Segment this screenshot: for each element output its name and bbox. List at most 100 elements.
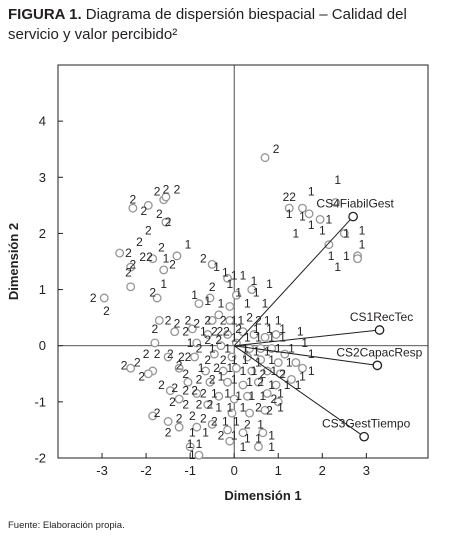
x-tick-label: 3 <box>363 463 370 478</box>
vector-endpoint <box>348 211 358 222</box>
data-point <box>223 377 233 387</box>
point-label: 2 <box>220 353 227 367</box>
point-label: 1 <box>286 356 293 370</box>
vector-endpoint <box>359 431 369 442</box>
y-tick-label: 3 <box>39 170 46 185</box>
point-label: 1 <box>231 313 238 327</box>
point-label: 2 <box>163 183 170 197</box>
data-point <box>203 330 213 339</box>
data-point <box>298 363 307 373</box>
data-point <box>209 349 219 359</box>
point-label: 2 <box>165 313 172 327</box>
point-label: 1 <box>255 431 262 445</box>
data-point <box>260 405 270 415</box>
point-label: 2 <box>196 372 203 386</box>
data-point <box>161 192 171 202</box>
data-point <box>194 299 204 309</box>
point-label: 22 <box>139 250 153 264</box>
point-label: 1 <box>343 249 350 263</box>
point-label: 1 <box>209 342 216 356</box>
point-label: 1 <box>334 173 341 187</box>
x-tick-label: 0 <box>231 463 238 478</box>
data-point <box>192 422 202 432</box>
point-label: 2 <box>259 367 266 381</box>
point-label: 1 <box>268 440 275 454</box>
point-label: 1 <box>235 285 242 299</box>
data-point <box>163 352 173 362</box>
point-label: 1 <box>288 342 295 356</box>
point-label: 1 <box>259 389 266 403</box>
point-label: 2 <box>266 403 273 417</box>
point-label: 2 <box>158 378 165 392</box>
point-label: 1 <box>253 344 260 358</box>
point-label: 2 <box>171 381 178 395</box>
data-point <box>253 377 263 387</box>
plot-frame <box>57 64 429 459</box>
point-label: 2 <box>141 204 148 218</box>
data-point <box>165 386 175 396</box>
point-label: 1 <box>218 297 225 311</box>
data-point <box>324 240 334 250</box>
figure-title: FIGURA 1. Diagrama de dispersión biespac… <box>8 5 456 45</box>
point-label: 22 <box>216 325 230 339</box>
data-point <box>163 417 173 426</box>
point-label: 1 <box>279 330 286 344</box>
data-point <box>260 153 270 163</box>
point-label: 2 <box>174 316 181 330</box>
point-label: 2 <box>182 384 189 398</box>
point-label: 2 <box>156 207 163 221</box>
data-point <box>205 293 215 303</box>
point-label: 2 <box>121 358 128 372</box>
data-point <box>218 366 228 376</box>
point-label: 2 <box>136 235 143 249</box>
point-label: 1 <box>268 353 275 367</box>
vector-label: CS2CapacResp <box>336 345 422 359</box>
data-point <box>291 358 301 368</box>
data-point <box>331 198 340 207</box>
x-axis-label: Dimensión 1 <box>224 488 301 503</box>
point-label: 2 <box>134 356 141 370</box>
point-label: 2 <box>213 361 220 375</box>
point-label: 1 <box>231 269 238 283</box>
figure-source: Fuente: Elaboración propia. <box>8 520 125 531</box>
point-label: 2 <box>152 322 159 336</box>
point-label: 2 <box>130 193 137 207</box>
vector-endpoint <box>374 325 385 335</box>
point-label: 1 <box>222 266 229 280</box>
point-label: 2 <box>176 358 183 372</box>
point-label: 2 <box>185 313 192 327</box>
vector-endpoint <box>372 360 383 371</box>
point-label: 1 <box>319 224 326 238</box>
data-point <box>174 363 184 373</box>
data-point <box>247 366 257 376</box>
data-point <box>172 251 182 261</box>
data-point <box>185 442 195 452</box>
data-point <box>170 327 180 337</box>
point-label: 1 <box>359 238 366 252</box>
point-label: 1 <box>211 386 218 400</box>
point-label: 2 <box>270 392 277 406</box>
point-label: 1 <box>343 226 350 240</box>
point-label: 2 <box>138 370 145 384</box>
data-point <box>260 332 270 342</box>
point-label: 2 <box>204 353 211 367</box>
figure-label: FIGURA 1. <box>8 6 82 23</box>
reference-lines <box>58 65 428 458</box>
data-point <box>238 428 248 438</box>
point-label: 1 <box>240 269 247 283</box>
point-label: 2 <box>215 333 222 347</box>
point-label: 2 <box>209 372 216 386</box>
point-label: 2 <box>235 322 242 336</box>
data-point <box>115 248 125 258</box>
data-point <box>225 316 235 325</box>
data-point <box>256 355 266 365</box>
data-point <box>214 310 224 320</box>
point-label: 2 <box>200 252 207 266</box>
data-point <box>194 450 204 460</box>
point-label: 1 <box>224 386 231 400</box>
data-point <box>225 436 235 446</box>
point-label: 1 <box>204 294 211 308</box>
data-point <box>298 203 307 213</box>
